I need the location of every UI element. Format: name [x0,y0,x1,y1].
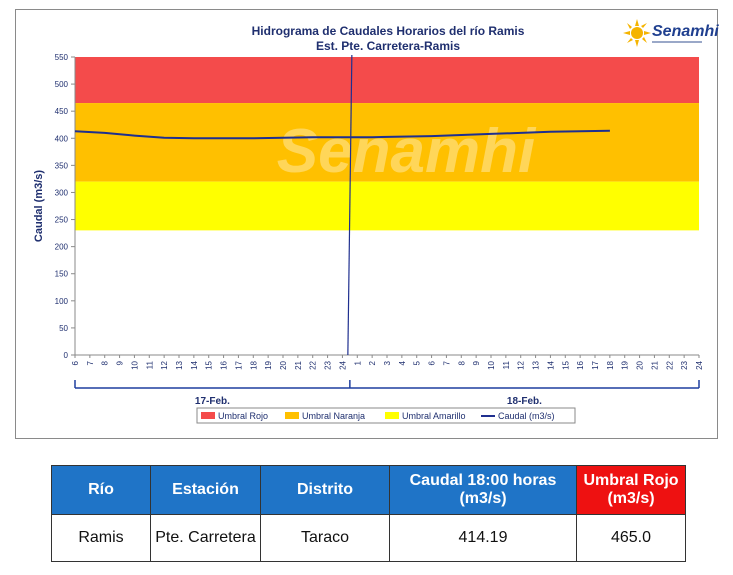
threshold-band-0 [75,57,699,104]
x-tick-label-23: 5 [413,360,422,365]
y-axis-label: Caudal (m3/s) [33,170,45,242]
x-tick-label-6: 12 [160,360,169,369]
x-tick-label-2: 8 [101,360,110,365]
y-tick-label-11: 550 [55,53,69,62]
legend-label-1: Umbral Naranja [302,411,365,421]
header-distrito: Distrito [260,465,390,515]
x-tick-label-16: 22 [309,360,318,369]
legend-swatch-0 [201,412,215,419]
x-tick-label-15: 21 [294,360,303,369]
x-tick-label-19: 1 [353,360,362,365]
legend-label-2: Umbral Amarillo [402,411,466,421]
day-label-1: 18-Feb. [507,396,542,407]
cell-caudal: 414.19 [389,514,577,562]
x-tick-label-27: 9 [472,360,481,365]
threshold-band-2 [75,181,699,231]
day-change-line [347,54,353,356]
x-tick-label-11: 17 [234,360,243,369]
x-tick-label-22: 4 [398,360,407,365]
x-tick-label-14: 20 [279,360,288,369]
x-tick-label-12: 18 [249,360,258,369]
y-tick-label-10: 500 [55,80,69,89]
header-caudal: Caudal 18:00 horas (m3/s) [389,465,577,515]
x-tick-label-4: 10 [130,360,139,369]
legend-swatch-2 [385,412,399,419]
x-tick-label-3: 9 [116,360,125,365]
senamhi-logo: Senamhi [622,18,719,50]
chart-subtitle: Est. Pte. Carretera-Ramis [316,39,460,53]
x-tick-label-29: 11 [502,360,511,369]
x-tick-label-10: 16 [220,360,229,369]
x-tick-label-30: 12 [517,360,526,369]
x-tick-label-25: 7 [442,360,451,365]
x-tick-label-21: 3 [383,360,392,365]
x-tick-label-32: 14 [546,360,555,369]
x-tick-label-1: 7 [86,360,95,365]
x-tick-label-8: 14 [190,360,199,369]
x-tick-label-33: 15 [561,360,570,369]
table-row: Ramis Pte. Carretera Taraco 414.19 465.0 [51,514,686,562]
x-tick-label-39: 21 [650,360,659,369]
cell-umbral-rojo: 465.0 [576,514,686,562]
table-header-row: Río Estación Distrito Caudal 18:00 horas… [51,465,686,515]
x-tick-label-36: 18 [606,360,615,369]
y-tick-label-2: 100 [55,297,69,306]
cell-estacion: Pte. Carretera [150,514,261,562]
x-tick-label-7: 13 [175,360,184,369]
y-tick-label-8: 400 [55,134,69,143]
cell-distrito: Taraco [260,514,390,562]
series-line-0 [74,129,610,140]
x-tick-label-18: 24 [338,360,347,369]
x-tick-label-9: 15 [205,360,214,369]
threshold-band-1 [75,103,699,182]
header-estacion: Estación [150,465,261,515]
summary-table: Río Estación Distrito Caudal 18:00 horas… [51,465,686,562]
x-tick-label-0: 6 [71,360,80,365]
header-umbral-rojo: Umbral Rojo (m3/s) [576,465,686,515]
x-tick-label-5: 11 [145,360,154,369]
y-tick-label-6: 300 [55,188,69,197]
x-tick-label-24: 6 [428,360,437,365]
legend-label-3: Caudal (m3/s) [498,411,555,421]
y-tick-label-1: 50 [59,324,68,333]
x-tick-label-37: 19 [621,360,630,369]
x-tick-label-26: 8 [457,360,466,365]
watermark-text: Senamhi [277,117,537,186]
x-tick-label-35: 17 [591,360,600,369]
logo-underline [652,41,702,43]
y-tick-label-4: 200 [55,243,69,252]
chart-title: Hidrograma de Caudales Horarios del río … [252,24,525,38]
y-tick-label-5: 250 [55,216,69,225]
legend-label-0: Umbral Rojo [218,411,268,421]
y-tick-label-7: 350 [55,161,69,170]
x-tick-label-31: 13 [532,360,541,369]
x-tick-label-42: 24 [695,360,704,369]
x-tick-label-41: 23 [680,360,689,369]
x-tick-label-28: 10 [487,360,496,369]
legend-swatch-1 [285,412,299,419]
day-label-0: 17-Feb. [195,396,230,407]
header-rio: Río [51,465,151,515]
x-tick-label-13: 19 [264,360,273,369]
hydrograph-chart: Senamhi Hidrograma de Caudales Horarios d… [33,24,704,424]
y-tick-label-3: 150 [55,270,69,279]
x-tick-label-20: 2 [368,360,377,365]
y-tick-label-0: 0 [64,351,69,360]
sun-logo-icon [623,19,651,47]
chart-frame: Senamhi Hidrograma de Caudales Horarios d… [15,9,718,439]
x-tick-label-38: 20 [636,360,645,369]
y-tick-label-9: 450 [55,107,69,116]
cell-rio: Ramis [51,514,151,562]
logo-text: Senamhi [652,23,719,40]
x-tick-label-17: 23 [324,360,333,369]
x-tick-label-34: 16 [576,360,585,369]
x-tick-label-40: 22 [665,360,674,369]
